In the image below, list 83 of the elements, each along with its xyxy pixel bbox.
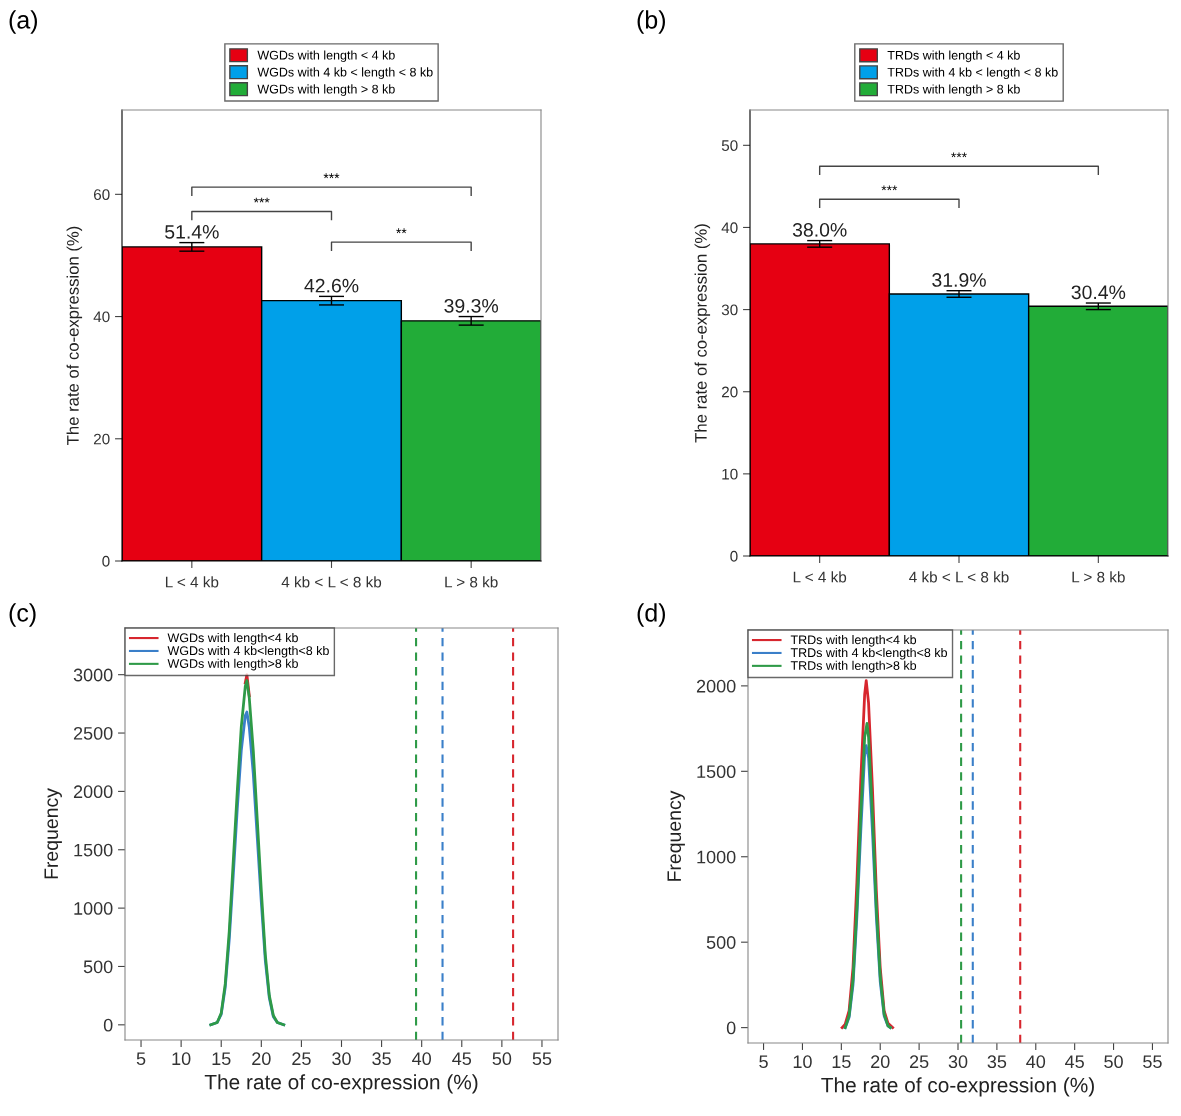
data-label: 30.4% [1071,285,1126,300]
y-axis-title: The rate of co-expression (%) [66,226,83,445]
legend-label: TRDs with length<4 kb [790,635,917,647]
x-tick-label: 45 [452,1052,472,1066]
annotation: *** [881,185,898,191]
legend-label: WGDs with length > 8 kb [257,84,395,96]
y-tick-label: 30 [721,304,738,316]
x-tick-label: 15 [212,1052,231,1066]
chart-title: (d) [637,603,665,627]
chart-title: (c) [9,603,36,627]
x-tick-label: 15 [832,1055,851,1069]
legend-label: TRDs with length < 4 kb [887,50,1020,63]
x-tick-label: 25 [292,1052,311,1066]
y-tick-label: 20 [721,386,738,398]
x-tick-label: 40 [1026,1055,1046,1069]
y-tick-label: 0 [103,1018,113,1032]
y-tick-label: 40 [93,311,110,323]
y-tick-label: 1000 [74,902,113,915]
x-tick-label: 20 [252,1052,271,1066]
y-axis-title: Frequency [667,790,685,881]
x-tick-label: 50 [492,1052,512,1066]
annotation: *** [253,197,270,203]
data-label: 31.9% [932,273,986,287]
x-tick-label: 30 [948,1055,968,1069]
y-tick-label: 1500 [697,765,736,779]
annotation: *** [951,152,967,158]
x-tick-label: 35 [372,1052,391,1066]
x-tick-label: 20 [871,1055,890,1069]
x-axis-title: The rate of co-expression (%) [821,1077,1094,1097]
y-tick-label: 60 [93,189,110,201]
y-tick-label: 0 [730,550,738,562]
y-tick-label: 50 [721,140,738,151]
y-tick-label: 2000 [696,679,736,693]
legend-label: WGDs with length>8 kb [167,658,298,671]
annotation: ** [396,228,407,234]
x-tick-label: 45 [1065,1055,1084,1069]
data-label: 39.3% [444,298,499,313]
data-label: 51.4% [165,225,219,239]
x-tick-label: 30 [332,1052,351,1066]
y-tick-label: 40 [721,222,738,234]
legend-label: WGDs with 4 kb < length < 8 kb [257,67,433,80]
x-tick-label: L < 4 kb [165,576,219,588]
x-axis-title: The rate of co-expression (%) [204,1074,478,1094]
chart-title: (a) [9,10,37,34]
x-tick-label: 55 [1143,1055,1162,1069]
legend-label: WGDs with length<4 kb [167,633,298,645]
x-tick-label: 35 [987,1055,1007,1069]
x-tick-label: 25 [909,1055,929,1069]
annotation: *** [323,173,340,179]
y-tick-label: 1000 [697,850,736,864]
y-tick-label: 2500 [73,726,113,740]
x-tick-label: 4 kb < L < 8 kb [281,576,382,588]
y-axis-title: Frequency [44,788,62,879]
legend-label: TRDs with 4 kb < length < 8 kb [887,67,1058,80]
data-label: 42.6% [304,278,359,293]
x-tick-label: 10 [172,1052,191,1066]
legend-label: WGDs with 4 kb<length<8 kb [167,645,329,658]
y-tick-label: 0 [102,555,110,567]
y-tick-label: 20 [93,433,110,445]
y-tick-label: 2000 [73,785,113,799]
x-tick-label: 5 [759,1055,768,1069]
x-tick-label: 4 kb < L < 8 kb [909,571,1009,583]
y-tick-label: 500 [706,936,736,949]
x-tick-label: L < 4 kb [793,571,847,583]
x-tick-label: 5 [136,1052,146,1066]
y-tick-label: 0 [726,1021,736,1035]
y-axis-title: The rate of co-expression (%) [694,224,711,443]
data-label: 38.0% [792,222,847,237]
x-tick-label: L > 8 kb [445,576,498,588]
x-tick-label: L > 8 kb [1072,571,1125,583]
y-tick-label: 1500 [74,843,113,857]
y-tick-label: 10 [722,468,738,480]
x-tick-label: 50 [1104,1055,1123,1069]
y-tick-label: 500 [83,960,113,974]
legend-label: TRDs with length > 8 kb [887,84,1020,97]
x-tick-label: 40 [412,1052,432,1066]
x-tick-label: 10 [793,1055,812,1069]
x-tick-label: 55 [532,1052,552,1066]
y-tick-label: 3000 [73,668,113,682]
legend-label: TRDs with 4 kb<length<8 kb [790,647,947,660]
chart-title: (b) [637,10,665,34]
legend-label: WGDs with length < 4 kb [257,50,395,63]
legend-label: TRDs with length>8 kb [790,660,917,673]
